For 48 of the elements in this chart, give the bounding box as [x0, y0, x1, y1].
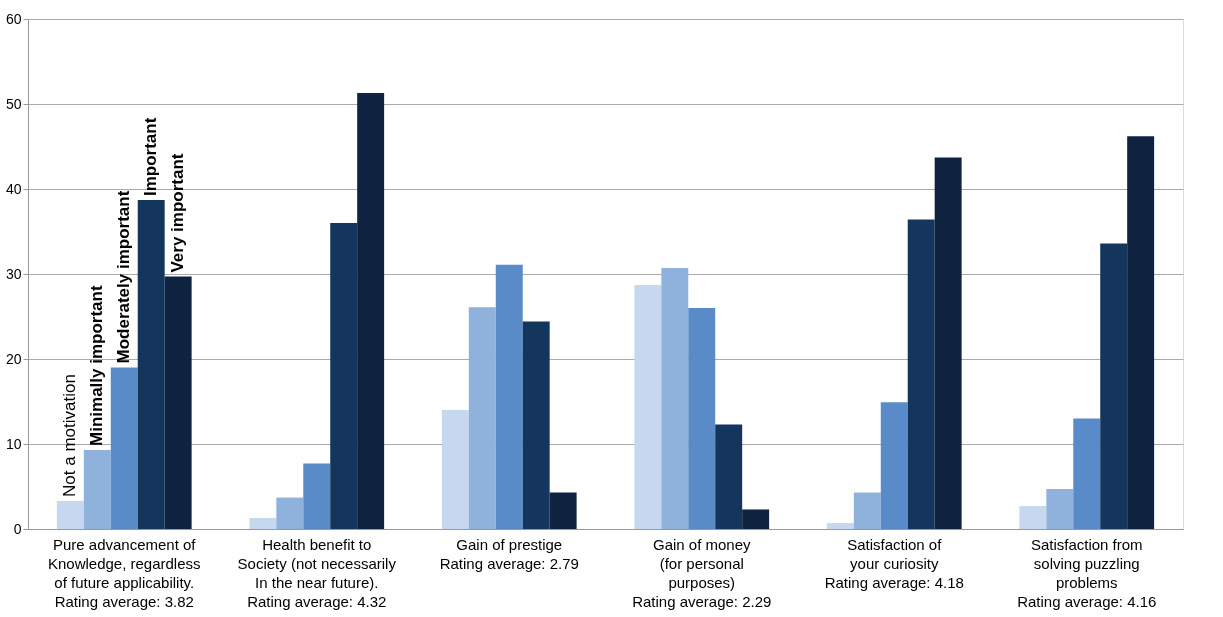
bar	[330, 223, 358, 529]
bar	[276, 497, 304, 529]
text: Very important	[168, 153, 188, 273]
y-tick-label: 0	[13, 520, 22, 537]
bar	[137, 200, 165, 529]
bar	[522, 321, 550, 529]
bar	[907, 219, 935, 529]
y-tick-label: 30	[5, 265, 22, 282]
bar	[468, 307, 496, 529]
bar	[164, 276, 192, 529]
text: Minimally important	[87, 285, 107, 446]
bar	[441, 410, 469, 529]
bar	[1073, 418, 1101, 529]
bar	[1019, 506, 1047, 529]
bar	[249, 517, 277, 529]
y-tick-label: 50	[5, 95, 22, 112]
bar	[357, 92, 385, 529]
x-tick-label: Health benefit to Society (not necessarily In the near future). Rating average: 4.32	[237, 535, 397, 610]
bar	[1127, 136, 1155, 529]
y-tick-label: 40	[5, 180, 22, 197]
bar	[715, 424, 743, 529]
text: Important	[141, 117, 161, 197]
bar	[742, 509, 770, 529]
bar	[688, 308, 716, 529]
bar	[826, 523, 854, 529]
y-tick-label: 20	[5, 350, 22, 367]
bar	[634, 285, 662, 529]
y-tick-label: 10	[5, 435, 22, 452]
x-tick-label: Satisfaction from solving puzzling problems Rating average: 4.16	[1017, 535, 1157, 610]
bar	[56, 500, 84, 529]
x-tick-label: Gain of prestige Rating average: 2.79	[439, 535, 579, 572]
text: Not a motivation	[60, 374, 80, 497]
bar	[549, 492, 577, 529]
bar	[495, 264, 523, 529]
bar	[83, 449, 111, 529]
x-tick-label: Gain of money (for personal purposes) Rating average: 2.29	[632, 535, 772, 610]
bar	[934, 157, 962, 529]
x-tick-label: Pure advancement of Knowledge, regardless of future applicability. Rating average: 3.82	[47, 535, 201, 610]
bar	[661, 268, 689, 529]
x-tick-label: Satisfaction of your curiosity Rating average: 4.18	[824, 535, 964, 591]
bar	[880, 402, 908, 529]
bar	[303, 463, 331, 529]
bar	[1046, 489, 1074, 529]
bar	[110, 367, 138, 529]
y-tick-label: 60	[5, 10, 22, 27]
bar	[853, 492, 881, 529]
bar	[1100, 243, 1128, 529]
text: Moderately important	[114, 190, 134, 364]
